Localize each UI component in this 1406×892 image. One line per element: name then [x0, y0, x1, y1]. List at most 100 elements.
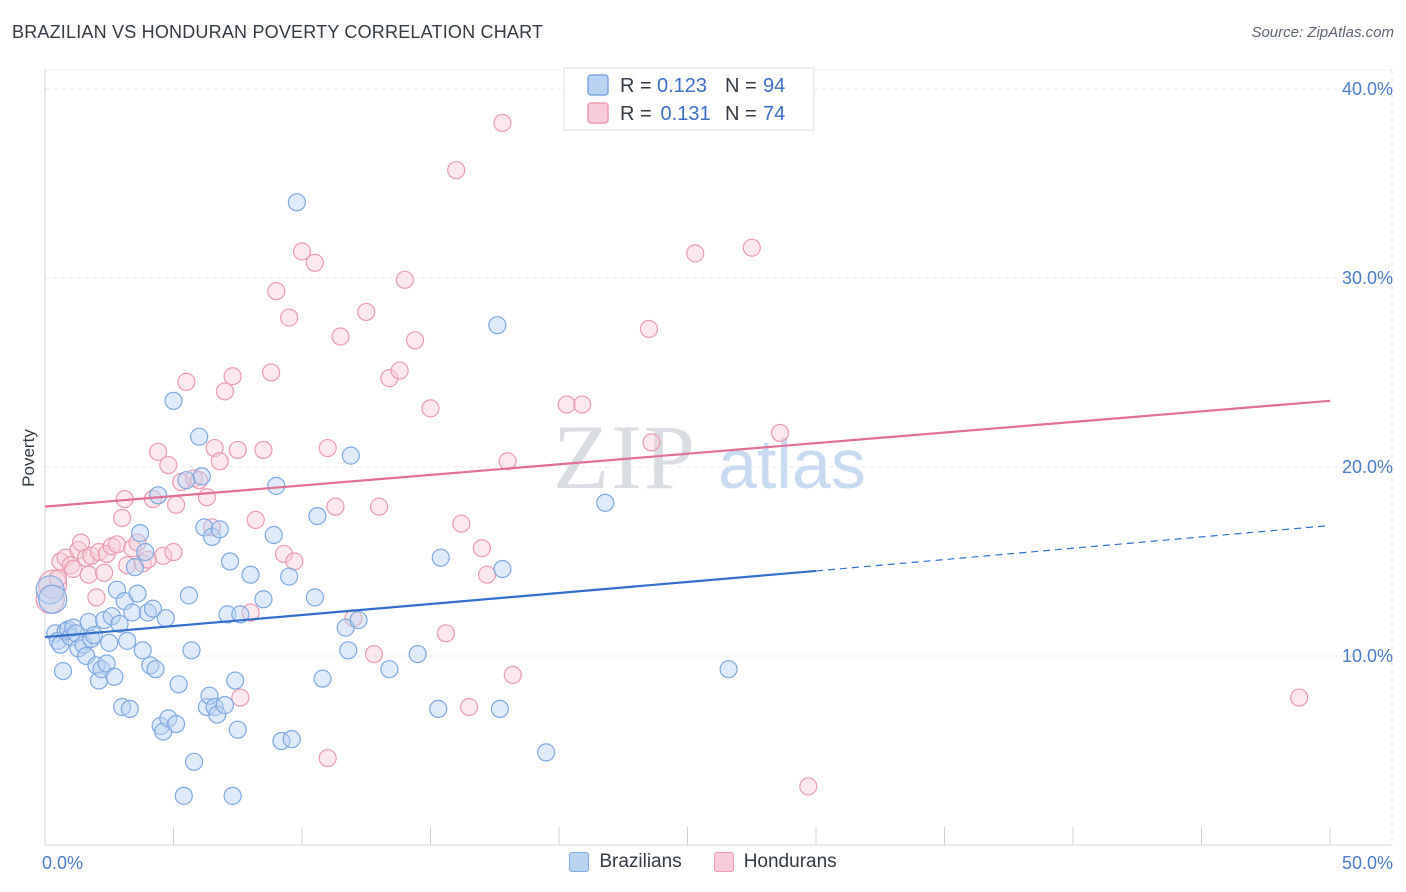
brazilian-point-30 [118, 631, 137, 650]
honduran-point-11 [79, 565, 98, 584]
brazilian-point-65 [218, 605, 237, 624]
honduran-point-66 [452, 514, 471, 533]
honduran-point-2 [38, 569, 68, 599]
brazilian-trend-line [44, 569, 817, 639]
brazilian-point-53 [182, 641, 201, 660]
brazilian-point-67 [223, 786, 242, 805]
legend-n-value-1: 94 [763, 75, 785, 97]
legend-swatch-brazilians [587, 74, 609, 96]
brazilian-point-25 [105, 667, 124, 686]
brazilian-point-31 [120, 699, 139, 719]
brazilian-point-94 [596, 493, 615, 512]
honduran-trend-line [44, 399, 1331, 508]
honduran-point-61 [395, 270, 414, 289]
brazilian-point-95 [719, 660, 738, 679]
honduran-point-27 [148, 442, 168, 461]
legend-n-label-1: N = [725, 75, 757, 97]
brazilian-point-34 [128, 584, 147, 603]
axes [44, 70, 1392, 846]
brazilian-point-36 [133, 641, 152, 660]
honduran-point-46 [262, 363, 281, 382]
brazilian-trend-extension [815, 524, 1331, 572]
brazilian-point-88 [429, 699, 448, 719]
trend-lines [44, 399, 1331, 639]
honduran-point-18 [107, 535, 127, 554]
honduran-point-15 [95, 563, 114, 582]
watermark-atlas: atlas [718, 425, 866, 503]
legend-top: R = 0.123 N = 94 R = 0.131 N = 74 [563, 67, 815, 131]
honduran-point-71 [498, 452, 517, 471]
honduran-point-81 [1290, 688, 1309, 707]
honduran-point-39 [210, 452, 229, 471]
honduran-point-57 [357, 302, 376, 322]
honduran-point-75 [639, 319, 659, 339]
brazilian-point-56 [192, 467, 211, 486]
y-axis-label: Poverty [19, 429, 38, 487]
honduran-point-63 [421, 399, 440, 418]
brazilian-point-17 [84, 626, 103, 645]
x-tick-label-max: 50.0% [1342, 853, 1393, 873]
brazilian-point-80 [308, 506, 327, 526]
honduran-point-54 [326, 497, 345, 516]
gridlines [45, 69, 1393, 845]
legend-label-hondurans: Hondurans [743, 851, 837, 872]
watermark-zip: ZIP [553, 406, 697, 508]
brazilian-point-79 [305, 588, 324, 607]
honduran-point-69 [477, 565, 497, 584]
honduran-point-79 [770, 423, 790, 443]
brazilian-point-2 [38, 584, 68, 614]
honduran-point-30 [164, 542, 183, 562]
brazilian-point-47 [164, 391, 183, 410]
legend-n-label-2: N = [725, 103, 757, 125]
honduran-point-70 [493, 113, 512, 133]
honduran-point-73 [557, 395, 576, 414]
brazilian-point-63 [210, 520, 229, 539]
honduran-point-52 [305, 253, 324, 272]
brazilian-point-48 [166, 714, 186, 734]
brazilian-point-86 [380, 660, 399, 679]
honduran-point-53 [318, 438, 337, 458]
brazilian-point-42 [148, 486, 168, 505]
brazilian-point-59 [200, 686, 219, 705]
brazilian-point-70 [231, 605, 250, 624]
source-credit: Source: ZipAtlas.com [1251, 24, 1394, 41]
legend-r-value-1: 0.123 [657, 75, 707, 97]
honduran-point-60 [390, 361, 409, 380]
brazilian-point-40 [143, 599, 163, 618]
honduran-point-36 [197, 488, 217, 507]
honduran-point-76 [642, 433, 661, 452]
brazilian-point-1 [35, 575, 65, 605]
honduran-point-80 [799, 777, 818, 796]
honduran-point-82 [318, 748, 337, 768]
legend-item-hondurans: Hondurans [713, 851, 837, 873]
honduran-point-13 [87, 588, 106, 607]
honduran-point-41 [223, 367, 242, 386]
brazilian-point-74 [267, 476, 286, 495]
honduran-point-78 [742, 238, 761, 257]
brazilian-point-83 [339, 641, 358, 660]
brazilian-point-51 [177, 471, 196, 490]
legend-swatch-hondurans [587, 102, 609, 124]
y-tick-label-3: 30.0% [1342, 268, 1393, 288]
brazilian-point-77 [282, 730, 301, 749]
honduran-point-72 [503, 665, 522, 684]
legend-r-value-2: 0.131 [655, 103, 711, 125]
legend-r-label-2: R = [620, 103, 652, 125]
honduran-point-74 [573, 395, 592, 414]
honduran-point-84 [364, 644, 384, 664]
legend-swatch-blue [569, 852, 590, 872]
honduran-point-42 [228, 440, 247, 460]
brazilian-point-64 [215, 696, 234, 715]
honduran-point-55 [331, 327, 350, 346]
brazilian-point-33 [125, 558, 145, 577]
honduran-point-29 [159, 455, 178, 475]
brazilian-point-62 [208, 705, 227, 724]
honduran-point-28 [154, 546, 173, 565]
chart-title: BRAZILIAN VS HONDURAN POVERTY CORRELATIO… [12, 22, 544, 42]
brazilian-point-68 [226, 671, 245, 690]
brazilian-point-89 [431, 548, 450, 567]
y-tick-label-4: 40.0% [1342, 79, 1393, 99]
brazilian-point-60 [202, 527, 222, 546]
brazilian-point-24 [102, 607, 121, 626]
honduran-point-62 [405, 331, 425, 350]
